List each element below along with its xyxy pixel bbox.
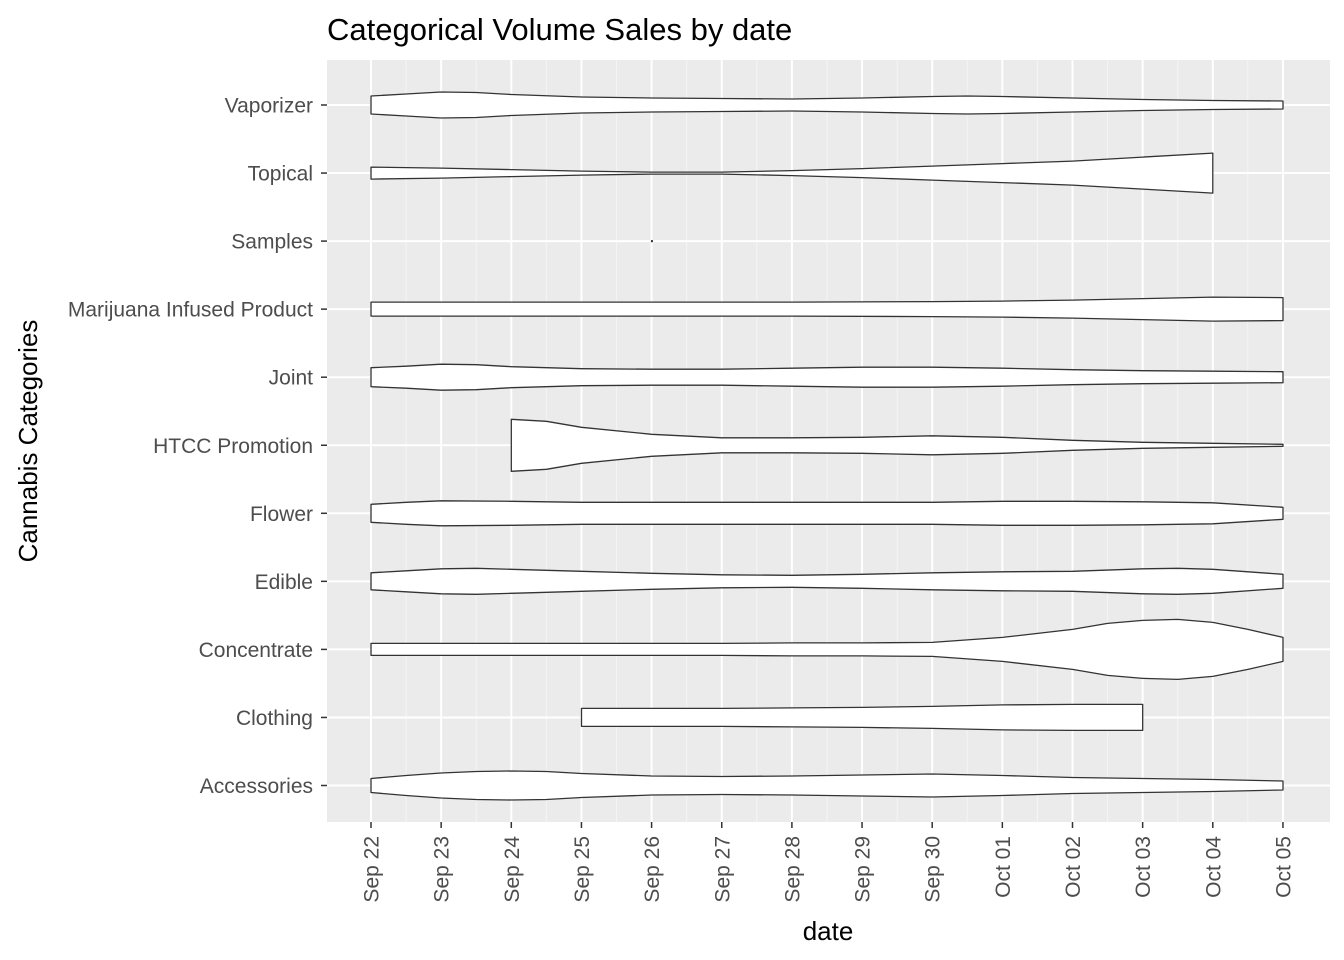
violin-clothing <box>580 703 1144 732</box>
x-axis: Sep 22 Sep 23 Sep 24 Sep 25 Sep 26 Sep 27 Sep … <box>361 822 1295 903</box>
violin-samples <box>650 239 653 243</box>
y-tick-label: Vaporizer <box>225 95 313 118</box>
violin-flower <box>370 500 1284 527</box>
violin-htcc-promotion <box>510 418 1284 472</box>
y-tick-label: Clothing <box>236 707 313 730</box>
y-axis-title: Cannabis Categories <box>13 320 43 563</box>
y-tick-label: Edible <box>255 571 313 594</box>
x-tick-label: Sep 26 <box>641 836 664 903</box>
y-tick-label: Marijuana Infused Product <box>68 299 313 322</box>
x-tick-label: Oct 02 <box>1062 836 1085 898</box>
x-tick-label: Sep 24 <box>501 836 524 903</box>
violins <box>370 91 1284 801</box>
y-tick-label: Joint <box>269 367 314 390</box>
x-tick-label: Sep 25 <box>571 836 594 903</box>
violin-concentrate <box>370 618 1284 681</box>
x-tick-label: Oct 01 <box>992 836 1015 898</box>
x-tick-label: Sep 23 <box>431 836 454 903</box>
x-tick-label: Sep 28 <box>781 836 804 903</box>
x-tick-label: Oct 04 <box>1202 836 1225 898</box>
y-tick-label: Flower <box>250 503 313 526</box>
x-tick-label: Sep 22 <box>361 836 384 903</box>
x-tick-label: Oct 05 <box>1272 836 1295 898</box>
y-tick-label: HTCC Promotion <box>153 435 313 458</box>
violin-joint <box>370 363 1284 391</box>
y-tick-label: Samples <box>231 231 313 254</box>
x-tick-label: Sep 29 <box>852 836 875 903</box>
violin-marijuana-infused-product <box>370 296 1284 322</box>
y-tick-label: Concentrate <box>199 639 313 662</box>
violin-accessories <box>370 770 1284 801</box>
x-tick-label: Sep 30 <box>922 836 945 903</box>
x-tick-label: Oct 03 <box>1132 836 1155 898</box>
violin-edible <box>370 567 1284 595</box>
violin-topical <box>370 152 1214 194</box>
x-axis-title: date <box>803 916 854 946</box>
y-tick-label: Topical <box>248 163 313 186</box>
chart-title: Categorical Volume Sales by date <box>327 12 792 47</box>
x-tick-label: Sep 27 <box>711 836 734 903</box>
y-axis: Vaporizer Topical Samples Marijuana Infused… <box>68 95 327 798</box>
y-tick-label: Accessories <box>200 775 313 798</box>
violin-vaporizer <box>370 91 1284 119</box>
